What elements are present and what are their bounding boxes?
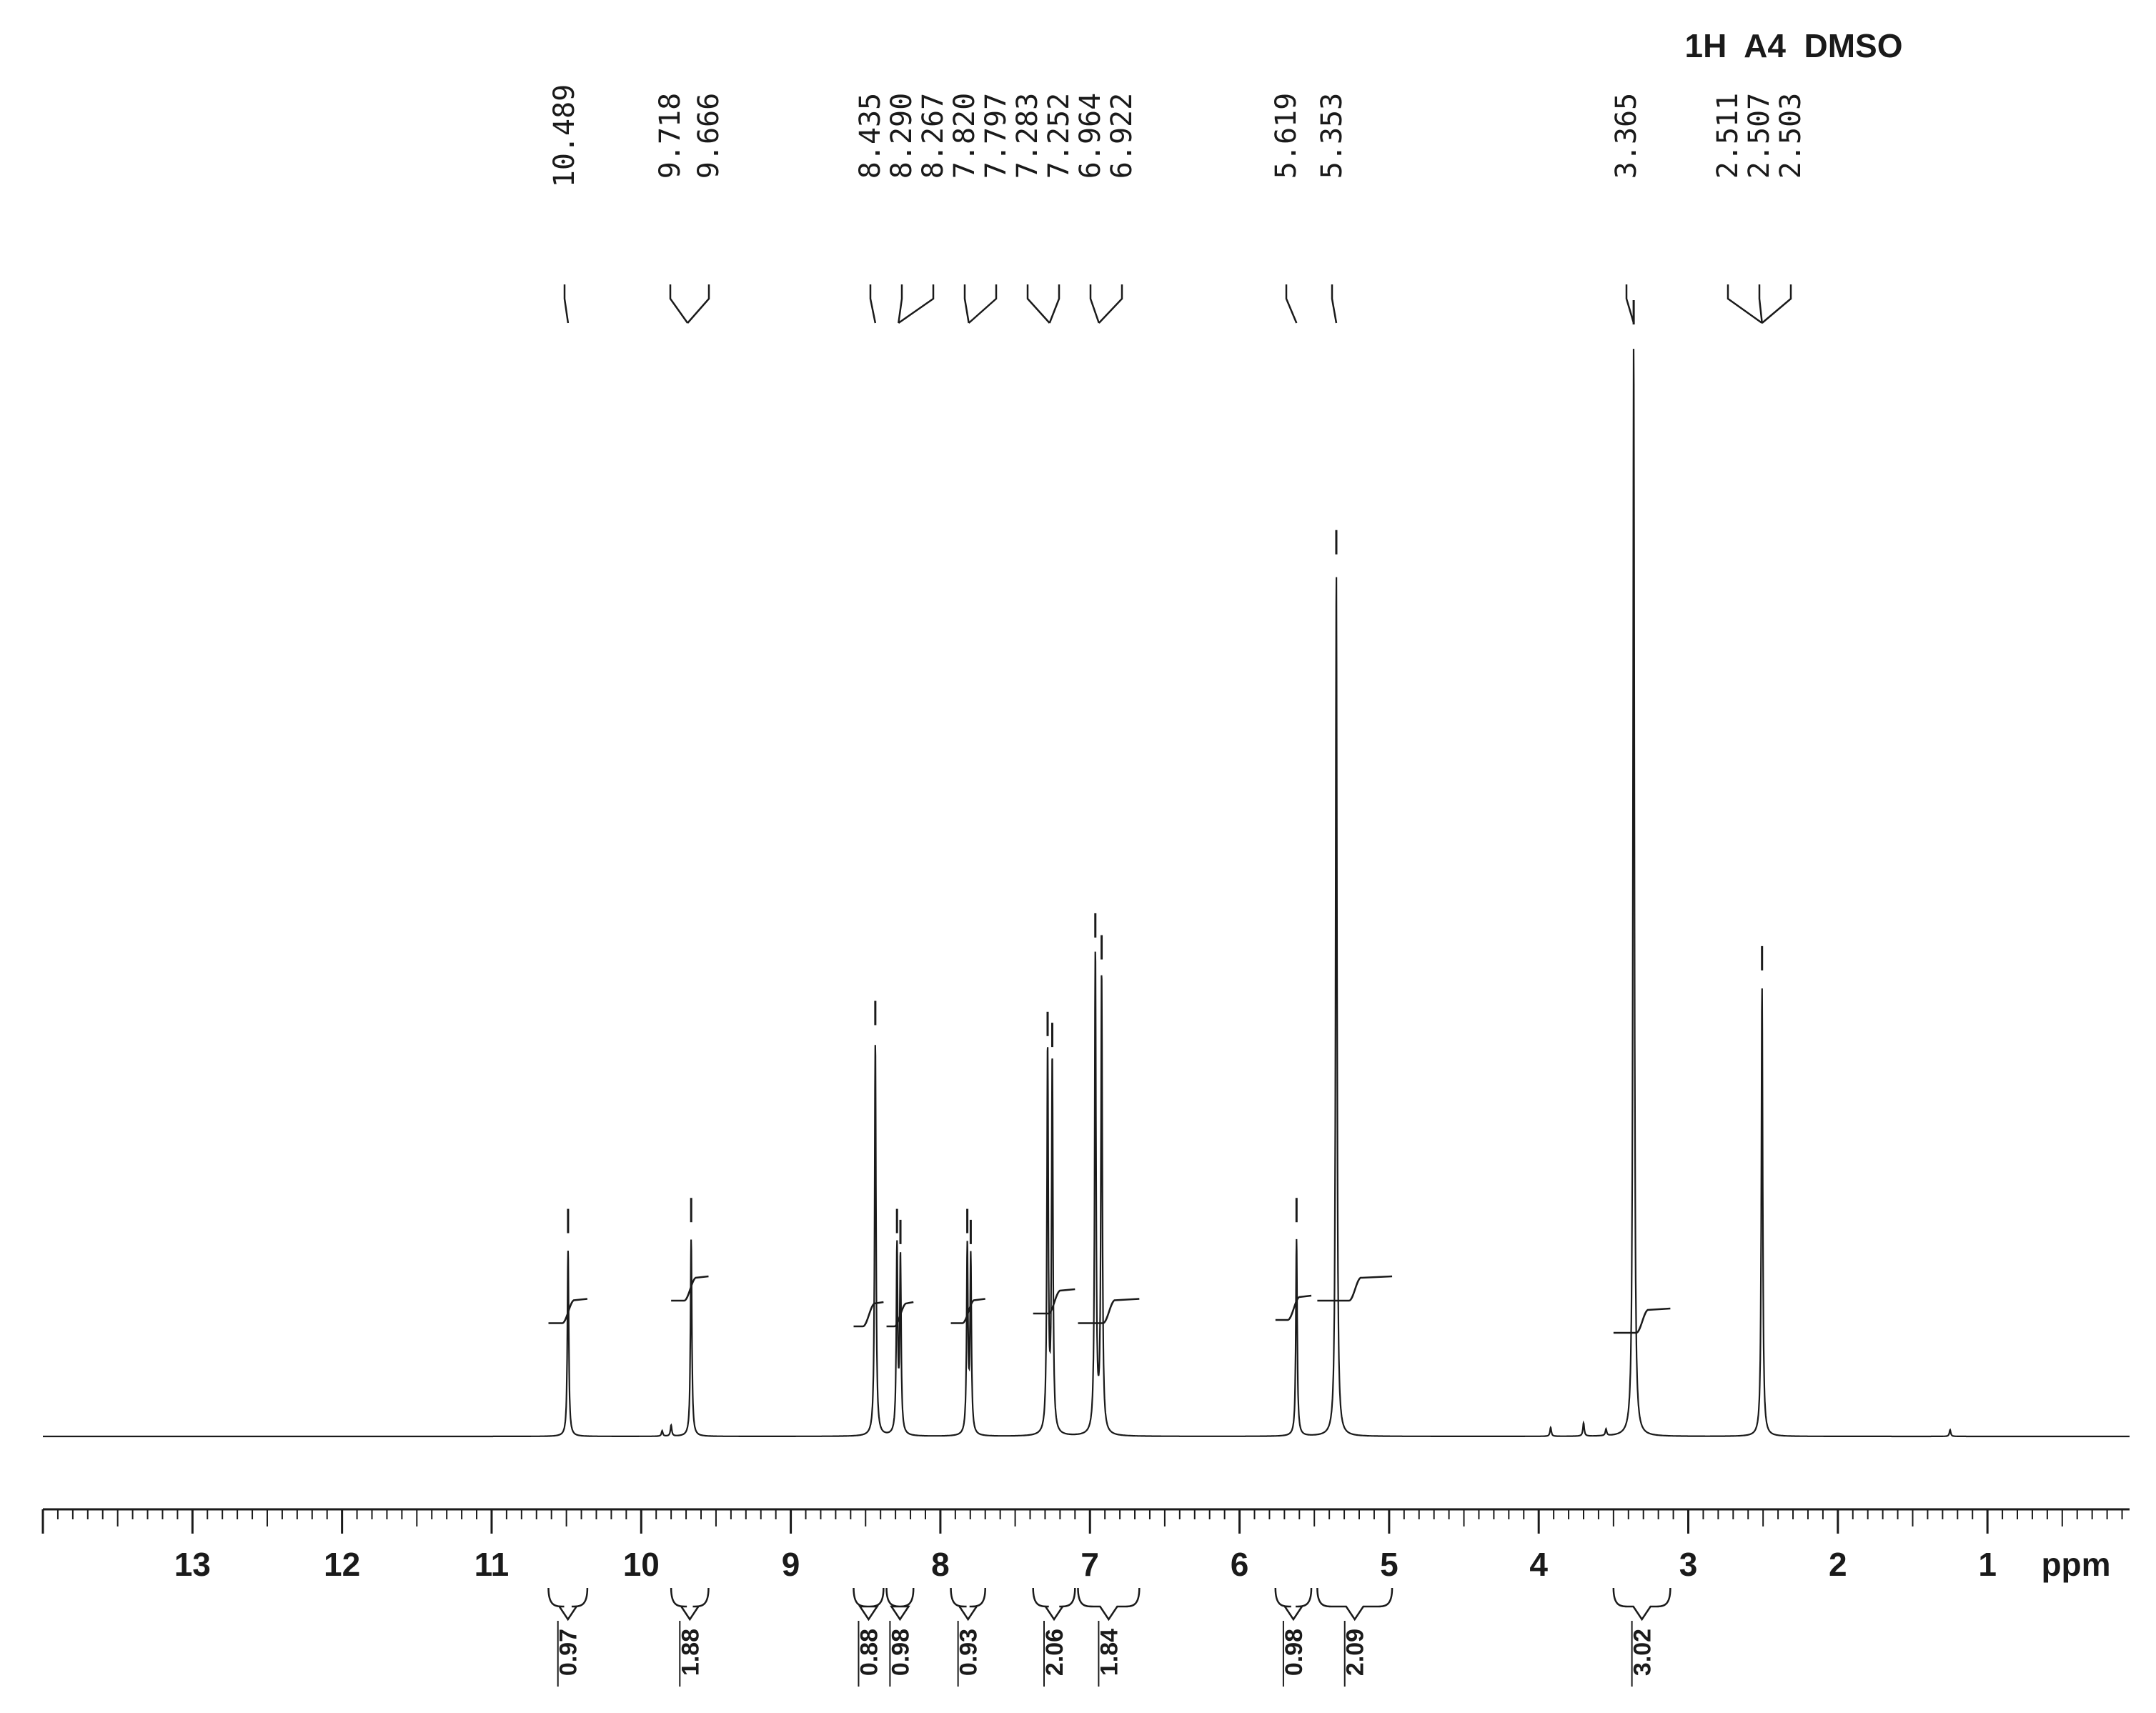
x-tick-label: 11 xyxy=(475,1546,510,1583)
integral-value: 0.98 xyxy=(1281,1629,1308,1676)
peak-label: 8.290 xyxy=(885,93,918,179)
peak-label: 5.619 xyxy=(1270,93,1303,179)
integral-value: 1.84 xyxy=(1096,1629,1123,1676)
x-axis: 13 12 11 10 9 8 7 6 5 4 3 2 1 xyxy=(41,1508,2130,1583)
integral-curve xyxy=(853,1301,884,1328)
peak-label: 7.283 xyxy=(1011,93,1044,179)
integral-bracket xyxy=(1274,1587,1313,1622)
peak-label-leader xyxy=(898,284,935,324)
integral-bracket xyxy=(1612,1587,1671,1622)
peak-label-leader xyxy=(1331,284,1338,324)
peak-label: 8.435 xyxy=(854,93,887,179)
peak-label-leader xyxy=(1727,284,1763,324)
spectrum-title: 1H A4 DMSO xyxy=(1684,27,1902,64)
x-axis-label: ppm xyxy=(2041,1546,2110,1583)
integral-curve xyxy=(886,1301,914,1328)
x-tick-label: 4 xyxy=(1529,1546,1548,1583)
peak-label-leader xyxy=(669,284,689,324)
peak-label-leader xyxy=(687,284,710,324)
x-tick-label: 6 xyxy=(1231,1546,1249,1583)
x-tick-label: 8 xyxy=(931,1546,950,1583)
peak-label-leader xyxy=(1048,284,1060,324)
spectrum-trace xyxy=(43,349,2130,1438)
peak-label-leader xyxy=(563,284,570,324)
spectrum-layer xyxy=(43,300,2130,1438)
integral-bracket xyxy=(1316,1587,1394,1622)
x-tick-label: 2 xyxy=(1829,1546,1847,1583)
peak-label: 10.489 xyxy=(548,84,581,188)
x-tick-label: 10 xyxy=(623,1546,660,1583)
integral-value: 0.88 xyxy=(855,1629,883,1676)
peak-label-leader xyxy=(1285,284,1298,324)
x-tick-label: 13 xyxy=(174,1546,211,1583)
integral-curve xyxy=(1317,1275,1393,1302)
peak-label-leader xyxy=(968,284,998,324)
x-tick-label: 9 xyxy=(782,1546,800,1583)
integral-value: 1.88 xyxy=(677,1629,704,1676)
integral-curve xyxy=(548,1298,588,1324)
peak-label: 8.267 xyxy=(917,93,950,179)
integral-value: 0.98 xyxy=(887,1629,914,1676)
integral-value: 0.97 xyxy=(555,1629,582,1676)
peak-label-layer: 10.489 9.718 9.666 8.4358.2908.2677.8207.79… xyxy=(548,84,1807,324)
integral-value: 3.02 xyxy=(1629,1629,1656,1676)
peak-label-leader xyxy=(1089,284,1100,324)
integral-curve xyxy=(1275,1294,1312,1321)
peak-label: 2.511 xyxy=(1712,93,1744,179)
peak-label-leader xyxy=(1026,284,1050,324)
peak-label: 9.666 xyxy=(692,93,725,179)
peak-label: 7.797 xyxy=(980,93,1013,179)
peak-label: 2.507 xyxy=(1743,93,1776,179)
peak-label: 6.964 xyxy=(1074,93,1107,179)
integral-bracket xyxy=(950,1587,986,1622)
integral-value: 2.09 xyxy=(1342,1629,1369,1676)
x-tick-label: 3 xyxy=(1679,1546,1698,1583)
peak-label-leader xyxy=(1098,284,1123,324)
peak-label: 7.820 xyxy=(948,93,981,179)
peak-label: 7.252 xyxy=(1043,93,1075,179)
x-tick-label: 5 xyxy=(1380,1546,1399,1583)
integral-value: 0.93 xyxy=(955,1629,983,1676)
integral-bracket xyxy=(885,1587,915,1622)
peak-label-leader xyxy=(1761,284,1792,324)
x-tick-label: 7 xyxy=(1081,1546,1099,1583)
integral-curve xyxy=(950,1298,985,1324)
integral-curve xyxy=(1078,1298,1140,1324)
peak-label: 9.718 xyxy=(654,93,687,179)
x-tick-label: 12 xyxy=(324,1546,360,1583)
integral-bracket xyxy=(853,1587,885,1622)
integral-value: 2.06 xyxy=(1041,1629,1068,1676)
integral-curve xyxy=(1613,1307,1671,1334)
x-tick-label: 1 xyxy=(1978,1546,1997,1583)
integral-bracket xyxy=(1077,1587,1141,1622)
peak-label-leader xyxy=(869,284,877,324)
peak-label: 3.365 xyxy=(1610,93,1643,179)
integral-bracket xyxy=(1032,1587,1076,1622)
peak-label-leader xyxy=(898,284,903,324)
peak-label: 6.922 xyxy=(1106,93,1138,179)
integral-bracket xyxy=(670,1587,710,1622)
peak-label-leader xyxy=(1625,284,1635,324)
integral-layer: 0.97 1.88 0.88 0.98 0.93 2.06 1.84 0.98 2.09 3.02 xyxy=(547,1275,1671,1687)
peak-label: 5.353 xyxy=(1316,93,1348,179)
peak-label: 2.503 xyxy=(1774,93,1807,179)
peak-label-leader xyxy=(963,284,970,324)
peak-label-leader xyxy=(1758,284,1763,324)
integral-curve xyxy=(671,1275,709,1302)
integral-curve xyxy=(1033,1288,1075,1315)
integral-bracket xyxy=(547,1587,589,1622)
